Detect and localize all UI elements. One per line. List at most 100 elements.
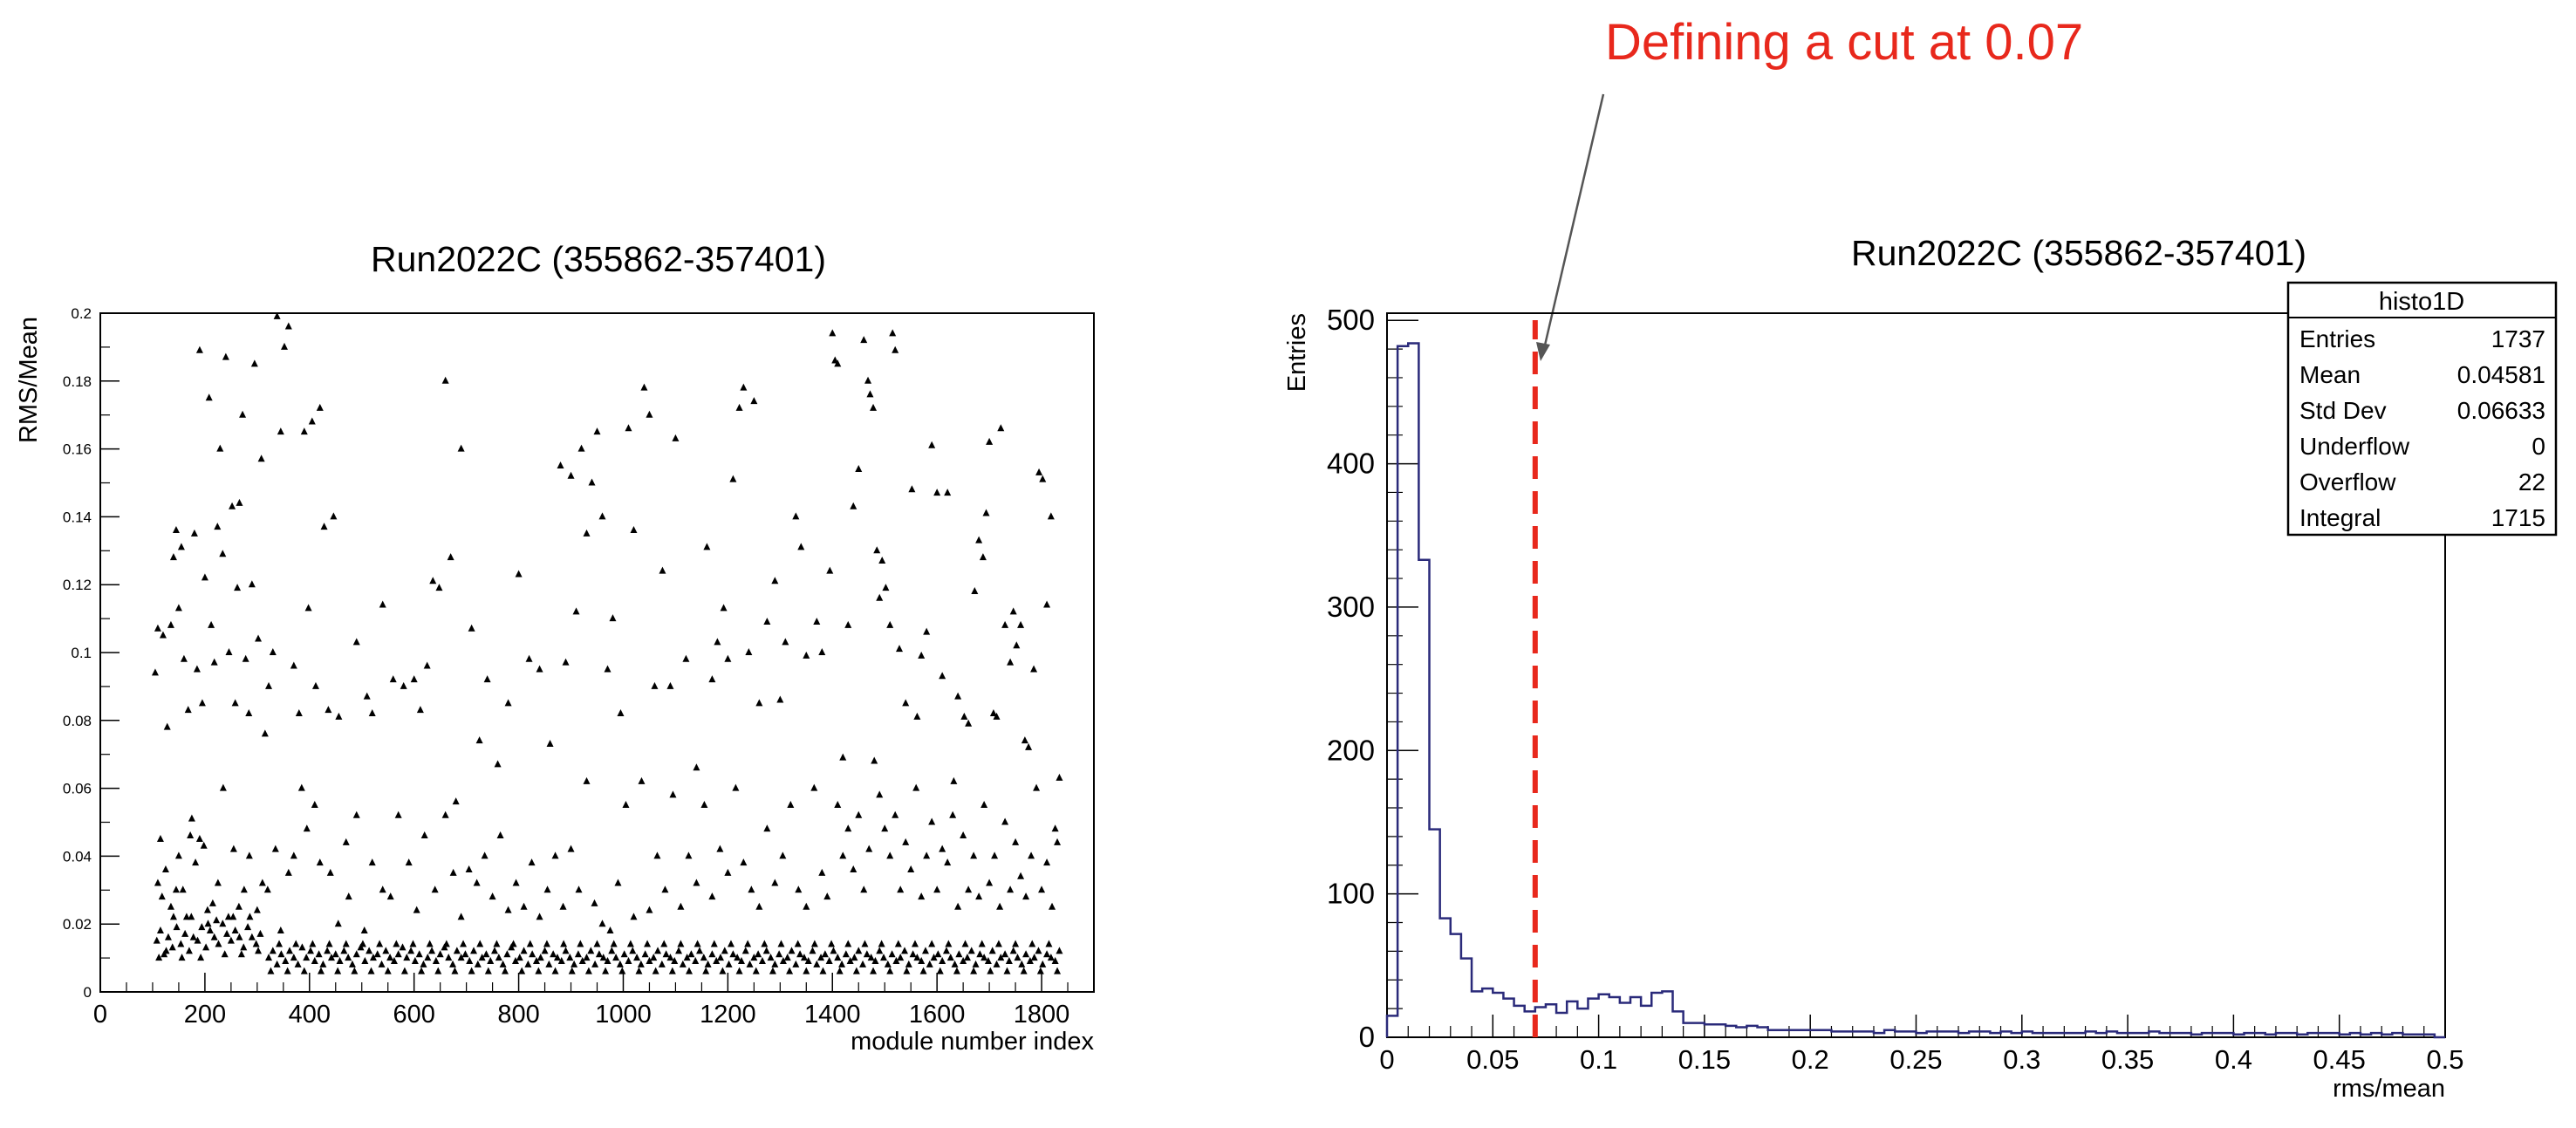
scatter-point: [528, 858, 536, 866]
scatter-x-tick-label: 600: [393, 1001, 434, 1029]
scatter-point: [320, 523, 328, 530]
scatter-point: [1056, 773, 1063, 781]
scatter-point: [189, 933, 197, 940]
scatter-point: [646, 906, 653, 913]
scatter-point: [373, 950, 381, 958]
scatter-point: [494, 760, 502, 768]
scatter-point: [457, 954, 465, 961]
stats-row-value: 0: [2532, 433, 2545, 460]
scatter-point: [735, 403, 743, 411]
scatter-point: [991, 851, 999, 859]
scatter-point: [319, 960, 327, 967]
scatter-point: [965, 719, 973, 727]
scatter-point: [172, 525, 180, 533]
scatter-point: [606, 926, 614, 933]
scatter-point: [779, 851, 787, 859]
histogram-x-tick-label: 0.1: [1580, 1044, 1617, 1075]
scatter-point: [245, 851, 253, 859]
scatter-point: [1018, 960, 1026, 967]
scatter-point: [750, 954, 758, 961]
scatter-point: [818, 648, 826, 655]
scatter-point: [376, 940, 384, 947]
stats-row-label: Overflow: [2299, 468, 2396, 496]
scatter-point: [195, 834, 203, 842]
scatter-point: [572, 607, 580, 615]
scatter-point: [838, 960, 846, 967]
scatter-point: [180, 654, 188, 662]
scatter-point: [685, 851, 693, 859]
scatter-point: [659, 566, 666, 574]
scatter-point: [602, 967, 610, 974]
scatter-point: [818, 868, 826, 876]
scatter-x-axis: 0 200 400 600 800 1000 1200 1400 1600 1800: [93, 973, 1095, 1029]
scatter-point: [393, 940, 400, 947]
scatter-point: [865, 844, 873, 852]
stats-row-label: Std Dev: [2299, 397, 2387, 424]
scatter-point: [792, 512, 800, 520]
scatter-x-tick-label: 400: [289, 1001, 331, 1029]
scatter-point: [193, 665, 201, 673]
scatter-point: [755, 902, 763, 910]
scatter-point: [394, 950, 402, 958]
scatter-point: [616, 960, 624, 967]
scatter-point: [154, 624, 161, 632]
scatter-point: [783, 954, 791, 961]
scatter-point: [654, 947, 662, 954]
scatter-point: [750, 397, 758, 405]
scatter-point: [229, 502, 236, 509]
scatter-point: [629, 947, 637, 954]
scatter-point: [902, 837, 910, 845]
scatter-point: [1049, 902, 1056, 910]
scatter-point: [1021, 736, 1028, 744]
scatter-point: [206, 926, 214, 933]
scatter-point: [411, 956, 419, 964]
scatter-point: [866, 390, 874, 398]
scatter-point: [610, 940, 618, 947]
scatter-point: [529, 950, 536, 958]
scatter-point: [913, 712, 921, 720]
scatter-point: [219, 783, 227, 791]
scatter-point: [516, 954, 523, 961]
scatter-point: [1047, 512, 1055, 520]
scatter-point: [168, 943, 176, 951]
scatter-point: [210, 933, 218, 940]
histogram-y-tick-label: 100: [1327, 878, 1375, 910]
scatter-point: [334, 919, 342, 927]
scatter-point: [182, 913, 190, 920]
scatter-point: [185, 947, 193, 954]
scatter-point: [620, 950, 628, 958]
scatter-point: [478, 954, 486, 961]
scatter-point: [223, 929, 231, 937]
scatter-point: [250, 359, 258, 367]
scatter-point: [928, 441, 936, 448]
scatter-point: [852, 967, 860, 974]
scatter-point: [453, 947, 461, 954]
scatter-point: [864, 376, 872, 384]
scatter-point: [316, 403, 324, 411]
scatter-point: [229, 844, 237, 852]
scatter-point: [473, 878, 481, 886]
scatter-point: [297, 783, 305, 791]
scatter-point: [763, 824, 771, 832]
scatter-point: [595, 950, 603, 958]
scatter-point: [399, 943, 407, 951]
scatter-point: [817, 954, 825, 961]
scatter-point: [499, 960, 507, 967]
scatter-point: [871, 956, 879, 964]
histogram-x-tick-label: 0.3: [2003, 1044, 2040, 1075]
scatter-point: [1017, 620, 1025, 628]
histogram-x-tick-label: 0.5: [2426, 1044, 2463, 1075]
scatter-point: [851, 954, 858, 961]
scatter-point: [844, 824, 852, 832]
scatter-point: [512, 878, 520, 886]
scatter-point: [269, 648, 277, 655]
scatter-point: [536, 665, 543, 673]
scatter-point: [369, 954, 377, 961]
scatter-point: [779, 956, 787, 964]
scatter-point: [331, 950, 339, 958]
scatter-point: [895, 645, 903, 653]
scatter-point: [828, 940, 836, 947]
scatter-point: [177, 543, 185, 550]
scatter-point: [153, 936, 161, 944]
scatter-point: [997, 954, 1005, 961]
